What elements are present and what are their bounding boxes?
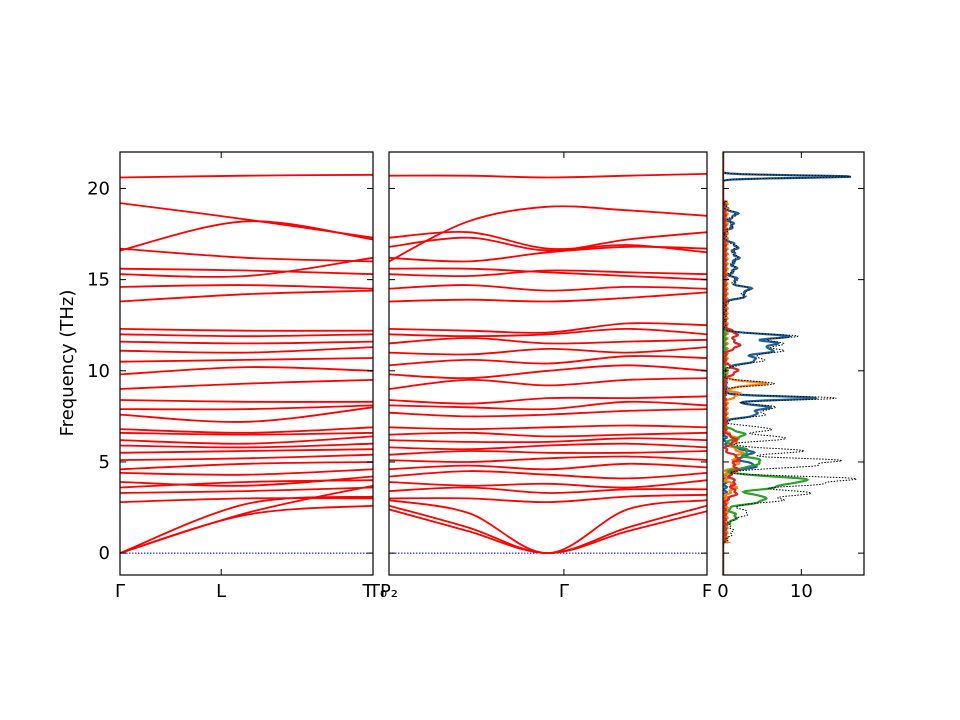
x-tick-label: 10 (790, 581, 813, 602)
x-tick-label: T₀ (368, 581, 387, 602)
y-tick-label: 10 (87, 361, 110, 382)
phonon-band-11 (389, 442, 707, 451)
phonon-band-25 (389, 291, 707, 303)
x-tick-label: T (362, 581, 375, 602)
phonon-band-30 (389, 231, 707, 252)
phonon-band-9 (389, 455, 707, 463)
phonon-band-32 (120, 202, 373, 239)
phonon-band-12 (389, 437, 707, 444)
panel-frame (722, 151, 865, 576)
y-axis-label: Frequency (THz) (57, 290, 78, 437)
phonon-band-3 (389, 499, 707, 555)
phonon-band-33 (120, 173, 373, 179)
plot-area (723, 152, 857, 575)
phonon-band-4 (389, 493, 707, 504)
x-tick-label: 0 (717, 581, 728, 602)
phonon-band-24 (389, 322, 707, 334)
phonon-band-22 (120, 346, 373, 354)
x-tick-label: L (216, 581, 226, 602)
phonon-band-5 (389, 486, 707, 494)
phonon-band-11 (120, 448, 373, 454)
phonon-band-4 (120, 497, 373, 503)
phonon-band-20 (120, 366, 373, 376)
phonon-band-14 (389, 424, 707, 431)
phonon-band-8 (120, 468, 373, 476)
phonon-band-15 (120, 426, 373, 434)
band-panel-middle: P₂ Γ F (380, 151, 712, 602)
plot-area (389, 173, 707, 555)
panel-frame (388, 151, 708, 576)
phonon-band-17 (120, 404, 373, 411)
phonon-band-19 (389, 364, 707, 380)
phonon-band-6 (120, 479, 373, 489)
phonon-band-18 (120, 399, 373, 403)
phonon-band-27 (120, 284, 373, 290)
x-tick-label: Γ (559, 581, 569, 602)
phonon-band-18 (389, 377, 707, 390)
phonon-band-22 (389, 337, 707, 345)
phonon-band-12 (120, 442, 373, 449)
y-tick-label: 5 (99, 452, 110, 473)
phonon-band-25 (120, 328, 373, 332)
phonon-band-21 (389, 346, 707, 356)
phonon-band-7 (389, 470, 707, 480)
y-tick-label: 0 (99, 543, 110, 564)
phonon-band-15 (389, 408, 707, 418)
phonon-band-23 (120, 340, 373, 345)
phonon-band-28 (120, 256, 373, 278)
phonon-band-2 (120, 504, 373, 554)
y-tick-label: 15 (87, 270, 110, 291)
phonon-band-27 (389, 269, 707, 278)
phonon-band-2 (389, 504, 707, 555)
phonon-band-10 (389, 450, 707, 456)
phonon-band-24 (120, 333, 373, 338)
phonon-band-26 (120, 289, 373, 303)
phonon-band-7 (120, 475, 373, 487)
phonon-band-1 (120, 484, 373, 554)
phonon-band-10 (120, 453, 373, 461)
phonon-band-13 (389, 431, 707, 438)
y-tick-label: 20 (87, 178, 110, 199)
phonon-band-3 (120, 495, 373, 554)
phonon-band-5 (120, 486, 373, 494)
dos-panel-right: 0 10 (717, 151, 865, 602)
band-panel-left: Γ L TT₀ 0 5 10 15 20 (87, 151, 387, 602)
phonon-band-31 (120, 220, 373, 252)
dos-series-5 (723, 152, 857, 575)
x-tick-label: P₂ (380, 581, 398, 602)
x-tick-label: Γ (115, 581, 125, 602)
phonon-band-17 (389, 395, 707, 405)
phonon-band-28 (389, 267, 707, 281)
phonon-band-1 (389, 508, 707, 555)
x-tick-label: F (702, 581, 712, 602)
phonon-band-23 (389, 327, 707, 338)
phonon-band-21 (120, 357, 373, 363)
phonon-band-16 (389, 400, 707, 411)
phonon-band-26 (389, 284, 707, 292)
dos-series-1 (723, 152, 852, 575)
phonon-band-30 (120, 247, 373, 263)
phonon-band-9 (120, 461, 373, 471)
phonon-band-33 (389, 173, 707, 179)
phonon-band-8 (389, 462, 707, 471)
phonon-band-6 (389, 479, 707, 489)
panel-frame (119, 151, 374, 576)
phonon-band-14 (120, 431, 373, 436)
phonon-band-32 (389, 205, 707, 263)
phonon-band-20 (389, 355, 707, 367)
phonon-band-16 (120, 406, 373, 423)
phonon-band-29 (120, 267, 373, 276)
plot-area (120, 173, 373, 554)
phonon-band-13 (120, 435, 373, 445)
phonon-band-19 (120, 379, 373, 390)
